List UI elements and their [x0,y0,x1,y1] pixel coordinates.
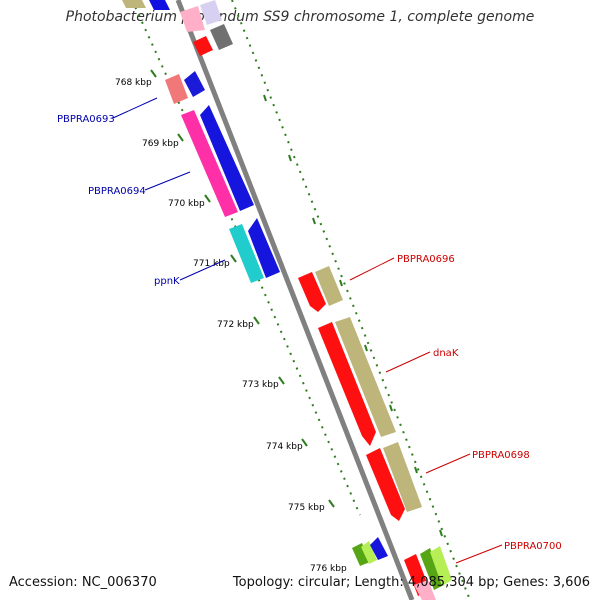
tick-label: 772 kbp [217,320,254,330]
reverse-strand-genes [122,0,388,566]
gene-arrow[interactable] [200,0,222,25]
gene-arrow[interactable] [165,74,188,104]
tick-label: 776 kbp [310,564,347,574]
tick-label: 773 kbp [242,380,279,390]
gene-arrow[interactable] [248,218,280,278]
gene-arrow[interactable] [122,0,146,8]
gene-arrow[interactable] [366,448,405,521]
forward-strand-genes [298,266,452,600]
backbone [175,0,415,600]
gene-arrow[interactable] [210,24,233,50]
outer-ticks [263,94,443,537]
gene-label[interactable]: PBPRA0698 [472,450,530,461]
tick-label: 775 kbp [288,503,325,513]
gene-labels: PBPRA0693 PBPRA0694 ppnK PBPRA0696 dnaK … [57,114,562,552]
tick-label: 774 kbp [266,442,303,452]
topology-text: Topology: circular; Length: 4,085,304 bp… [232,575,590,590]
gene-label[interactable]: PBPRA0693 [57,114,115,125]
gene-label[interactable]: PBPRA0694 [88,186,146,197]
gene-arrow[interactable] [370,537,388,560]
gene-arrow[interactable] [352,543,370,566]
gene-arrow[interactable] [229,224,264,283]
gene-label[interactable]: PBPRA0700 [504,541,562,552]
gene-arrow[interactable] [430,546,452,586]
gene-arrow[interactable] [193,36,213,56]
gene-arrow[interactable] [149,0,170,10]
gene-label[interactable]: ppnK [154,276,180,287]
gene-arrow[interactable] [181,110,238,217]
accession-text: Accession: NC_006370 [9,575,157,590]
outer-rail [231,0,471,600]
gene-arrow[interactable] [335,317,396,437]
gene-arrow[interactable] [298,272,326,312]
gene-arrow[interactable] [318,322,376,446]
tick-label: 769 kbp [142,139,179,149]
inner-rail-lower [245,249,361,516]
gene-arrow[interactable] [361,541,377,564]
tick-label: 771 kbp [193,259,230,269]
gene-arrow[interactable] [414,580,436,600]
tick-labels: 768 kbp 769 kbp 770 kbp 771 kbp 772 kbp … [115,78,347,574]
inner-ticks [150,69,335,508]
gene-arrow[interactable] [180,6,205,32]
gene-arrow[interactable] [200,105,254,211]
callout-lines [112,97,503,564]
tick-label: 768 kbp [115,78,152,88]
gene-arrow[interactable] [420,548,444,590]
gene-arrow[interactable] [315,266,343,306]
gene-arrow[interactable] [383,442,422,512]
gene-arrow[interactable] [184,71,205,97]
gene-label[interactable]: PBPRA0696 [397,254,455,265]
gene-label[interactable]: dnaK [433,348,459,359]
tick-label: 770 kbp [168,199,205,209]
